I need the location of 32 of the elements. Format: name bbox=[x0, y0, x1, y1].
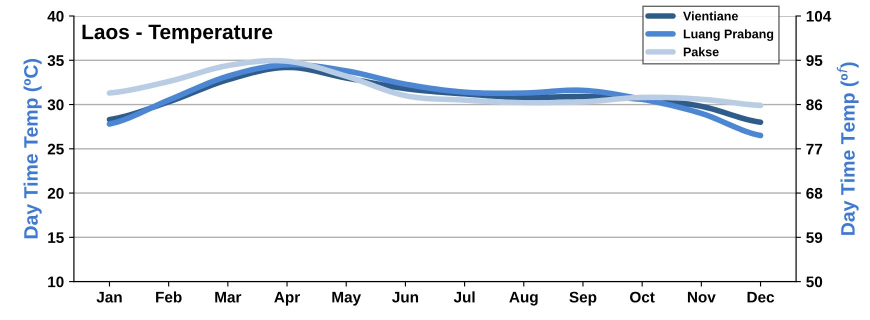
y2-tick-label: 95 bbox=[806, 55, 822, 66]
legend-label: Pakse bbox=[684, 47, 719, 56]
x-tick-label: Sep bbox=[569, 292, 596, 306]
y2-axis-title: Day Time Temp (º$^{f}$) bbox=[836, 62, 859, 235]
y-tick-label: 30 bbox=[48, 99, 64, 110]
x-tick-label: Aug bbox=[509, 292, 538, 306]
y-tick-label: 40 bbox=[47, 10, 64, 22]
y-tick-label: 10 bbox=[48, 276, 64, 288]
y2-tick-label: 50 bbox=[806, 276, 822, 288]
legend-label: Luang Prabang bbox=[684, 29, 774, 41]
x-tick-label: May bbox=[332, 292, 361, 306]
y-tick-label: 20 bbox=[48, 188, 64, 199]
y2-tick-label: 104 bbox=[806, 10, 832, 22]
x-tick-label: Dec bbox=[748, 292, 774, 303]
chart-title: Laos - Temperature bbox=[82, 24, 272, 44]
x-tick-label: Jan bbox=[96, 292, 122, 303]
y2-tick-label: 86 bbox=[806, 99, 822, 110]
x-tick-label: Oct bbox=[630, 292, 655, 303]
y-tick-label: 35 bbox=[48, 55, 64, 66]
x-tick-label: Feb bbox=[156, 291, 182, 303]
y-axis-title: Day Time Temp (ºC) bbox=[24, 59, 42, 238]
x-tick-label: Nov bbox=[688, 292, 716, 303]
y-tick-label: 25 bbox=[48, 144, 64, 154]
x-tick-label: Apr bbox=[274, 292, 300, 306]
y2-tick-label: 59 bbox=[806, 232, 822, 244]
x-tick-label: Jul bbox=[454, 291, 475, 303]
x-tick-label: Mar bbox=[215, 292, 242, 303]
x-tick-label: Jun bbox=[392, 292, 418, 303]
y2-tick-label: 68 bbox=[806, 188, 822, 199]
legend-label: Vientiane bbox=[683, 11, 738, 20]
y2-tick-label: 77 bbox=[806, 144, 822, 154]
y-tick-label: 15 bbox=[48, 232, 64, 244]
